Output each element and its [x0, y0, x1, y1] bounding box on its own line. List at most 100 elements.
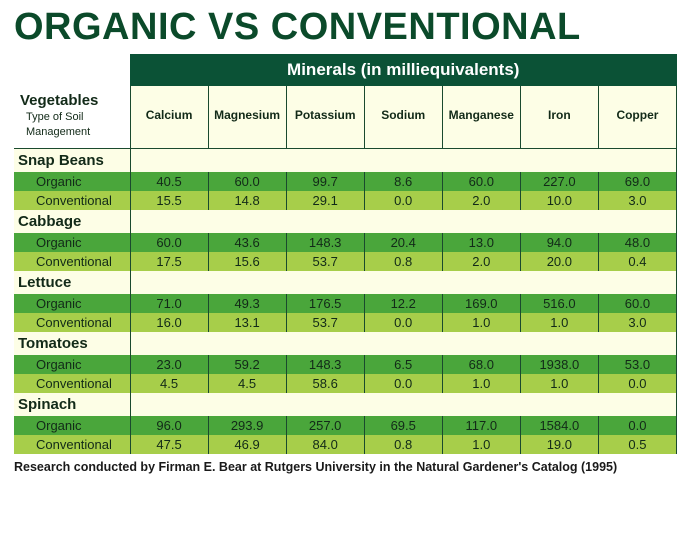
conventional-label: Conventional [14, 313, 130, 332]
data-cell: 148.3 [286, 355, 364, 374]
data-cell: 3.0 [598, 191, 676, 210]
data-cell: 60.0 [598, 294, 676, 313]
data-cell: 2.0 [442, 191, 520, 210]
data-cell: 71.0 [130, 294, 208, 313]
vegetable-name: Tomatoes [14, 332, 130, 355]
vegetable-name: Spinach [14, 393, 130, 416]
data-cell: 0.0 [598, 416, 676, 435]
conventional-row: Conventional4.54.558.60.01.01.00.0 [14, 374, 677, 393]
header-band-label: Minerals (in milliequivalents) [130, 54, 677, 86]
data-cell: 13.0 [442, 233, 520, 252]
data-cell: 14.8 [208, 191, 286, 210]
organic-row: Organic40.560.099.78.660.0227.069.0 [14, 172, 677, 191]
vegetable-name: Lettuce [14, 271, 130, 294]
vegetable-name-row: Lettuce [14, 271, 677, 294]
data-cell: 117.0 [442, 416, 520, 435]
data-cell: 148.3 [286, 233, 364, 252]
data-cell: 0.0 [364, 191, 442, 210]
data-cell: 257.0 [286, 416, 364, 435]
conventional-label: Conventional [14, 252, 130, 271]
data-cell: 1.0 [520, 374, 598, 393]
column-header-row: Vegetables Type of Soil Management Calci… [14, 86, 677, 149]
vegetable-name: Snap Beans [14, 149, 130, 173]
row-header-cell: Vegetables Type of Soil Management [14, 86, 130, 149]
data-cell: 96.0 [130, 416, 208, 435]
organic-row: Organic96.0293.9257.069.5117.01584.00.0 [14, 416, 677, 435]
organic-label: Organic [14, 355, 130, 374]
data-cell: 68.0 [442, 355, 520, 374]
organic-row: Organic23.059.2148.36.568.01938.053.0 [14, 355, 677, 374]
data-cell: 1.0 [442, 313, 520, 332]
organic-label: Organic [14, 294, 130, 313]
row-header-sub2: Management [26, 126, 124, 139]
data-cell: 0.0 [598, 374, 676, 393]
data-cell: 99.7 [286, 172, 364, 191]
data-cell: 60.0 [442, 172, 520, 191]
table-header-band: Minerals (in milliequivalents) [14, 54, 677, 86]
data-cell: 53.7 [286, 252, 364, 271]
col-calcium: Calcium [130, 86, 208, 149]
row-header-title: Vegetables [20, 92, 124, 109]
data-cell: 17.5 [130, 252, 208, 271]
vegetable-name-spacer [130, 332, 677, 355]
data-cell: 8.6 [364, 172, 442, 191]
data-cell: 40.5 [130, 172, 208, 191]
data-cell: 176.5 [286, 294, 364, 313]
data-cell: 29.1 [286, 191, 364, 210]
vegetable-name-spacer [130, 210, 677, 233]
conventional-label: Conventional [14, 435, 130, 454]
data-cell: 69.0 [598, 172, 676, 191]
data-cell: 4.5 [130, 374, 208, 393]
data-cell: 0.4 [598, 252, 676, 271]
data-cell: 15.6 [208, 252, 286, 271]
data-cell: 1938.0 [520, 355, 598, 374]
data-cell: 293.9 [208, 416, 286, 435]
data-cell: 48.0 [598, 233, 676, 252]
data-cell: 20.0 [520, 252, 598, 271]
row-header-sub1: Type of Soil [26, 111, 124, 124]
vegetable-name-row: Spinach [14, 393, 677, 416]
vegetable-name-spacer [130, 149, 677, 173]
col-magnesium: Magnesium [208, 86, 286, 149]
data-cell: 84.0 [286, 435, 364, 454]
data-cell: 15.5 [130, 191, 208, 210]
data-cell: 1.0 [442, 374, 520, 393]
data-cell: 16.0 [130, 313, 208, 332]
data-cell: 59.2 [208, 355, 286, 374]
footer-citation: Research conducted by Firman E. Bear at … [14, 460, 677, 474]
organic-row: Organic71.049.3176.512.2169.0516.060.0 [14, 294, 677, 313]
conventional-row: Conventional16.013.153.70.01.01.03.0 [14, 313, 677, 332]
data-cell: 23.0 [130, 355, 208, 374]
data-cell: 53.7 [286, 313, 364, 332]
vegetable-name-row: Tomatoes [14, 332, 677, 355]
vegetable-name-spacer [130, 271, 677, 294]
col-sodium: Sodium [364, 86, 442, 149]
data-cell: 2.0 [442, 252, 520, 271]
conventional-row: Conventional17.515.653.70.82.020.00.4 [14, 252, 677, 271]
organic-label: Organic [14, 172, 130, 191]
mineral-table: Minerals (in milliequivalents) Vegetable… [14, 54, 677, 454]
data-cell: 0.5 [598, 435, 676, 454]
data-cell: 0.8 [364, 435, 442, 454]
header-band-spacer [14, 54, 130, 86]
data-cell: 46.9 [208, 435, 286, 454]
conventional-row: Conventional15.514.829.10.02.010.03.0 [14, 191, 677, 210]
data-cell: 12.2 [364, 294, 442, 313]
data-cell: 4.5 [208, 374, 286, 393]
data-cell: 58.6 [286, 374, 364, 393]
data-cell: 49.3 [208, 294, 286, 313]
data-cell: 0.0 [364, 313, 442, 332]
data-cell: 60.0 [208, 172, 286, 191]
organic-row: Organic60.043.6148.320.413.094.048.0 [14, 233, 677, 252]
vegetable-name-row: Cabbage [14, 210, 677, 233]
data-cell: 94.0 [520, 233, 598, 252]
data-cell: 6.5 [364, 355, 442, 374]
data-cell: 47.5 [130, 435, 208, 454]
data-cell: 53.0 [598, 355, 676, 374]
data-cell: 10.0 [520, 191, 598, 210]
data-cell: 60.0 [130, 233, 208, 252]
col-manganese: Manganese [442, 86, 520, 149]
vegetable-name: Cabbage [14, 210, 130, 233]
conventional-row: Conventional47.546.984.00.81.019.00.5 [14, 435, 677, 454]
data-cell: 69.5 [364, 416, 442, 435]
